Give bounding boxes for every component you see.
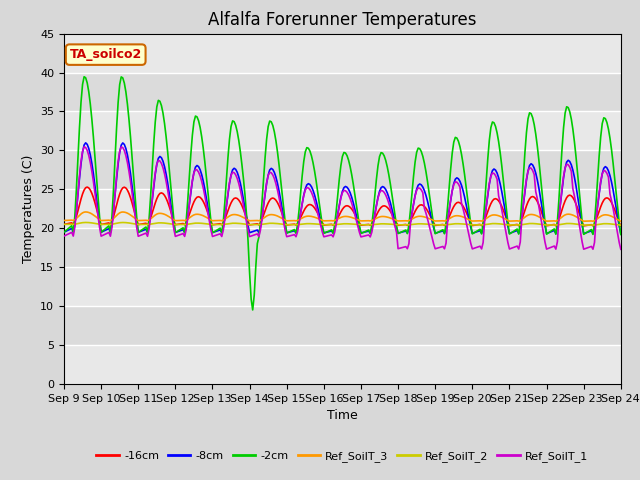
Bar (64, 306, 621, 345)
Bar (64, 72, 621, 111)
Legend: -16cm, -8cm, -2cm, Ref_SoilT_3, Ref_SoilT_2, Ref_SoilT_1: -16cm, -8cm, -2cm, Ref_SoilT_3, Ref_Soil… (92, 446, 593, 466)
X-axis label: Time: Time (327, 409, 358, 422)
Title: Alfalfa Forerunner Temperatures: Alfalfa Forerunner Temperatures (208, 11, 477, 29)
Bar (64, 228, 621, 267)
Bar (64, 150, 621, 189)
Text: TA_soilco2: TA_soilco2 (70, 48, 142, 61)
Y-axis label: Temperatures (C): Temperatures (C) (22, 155, 35, 263)
